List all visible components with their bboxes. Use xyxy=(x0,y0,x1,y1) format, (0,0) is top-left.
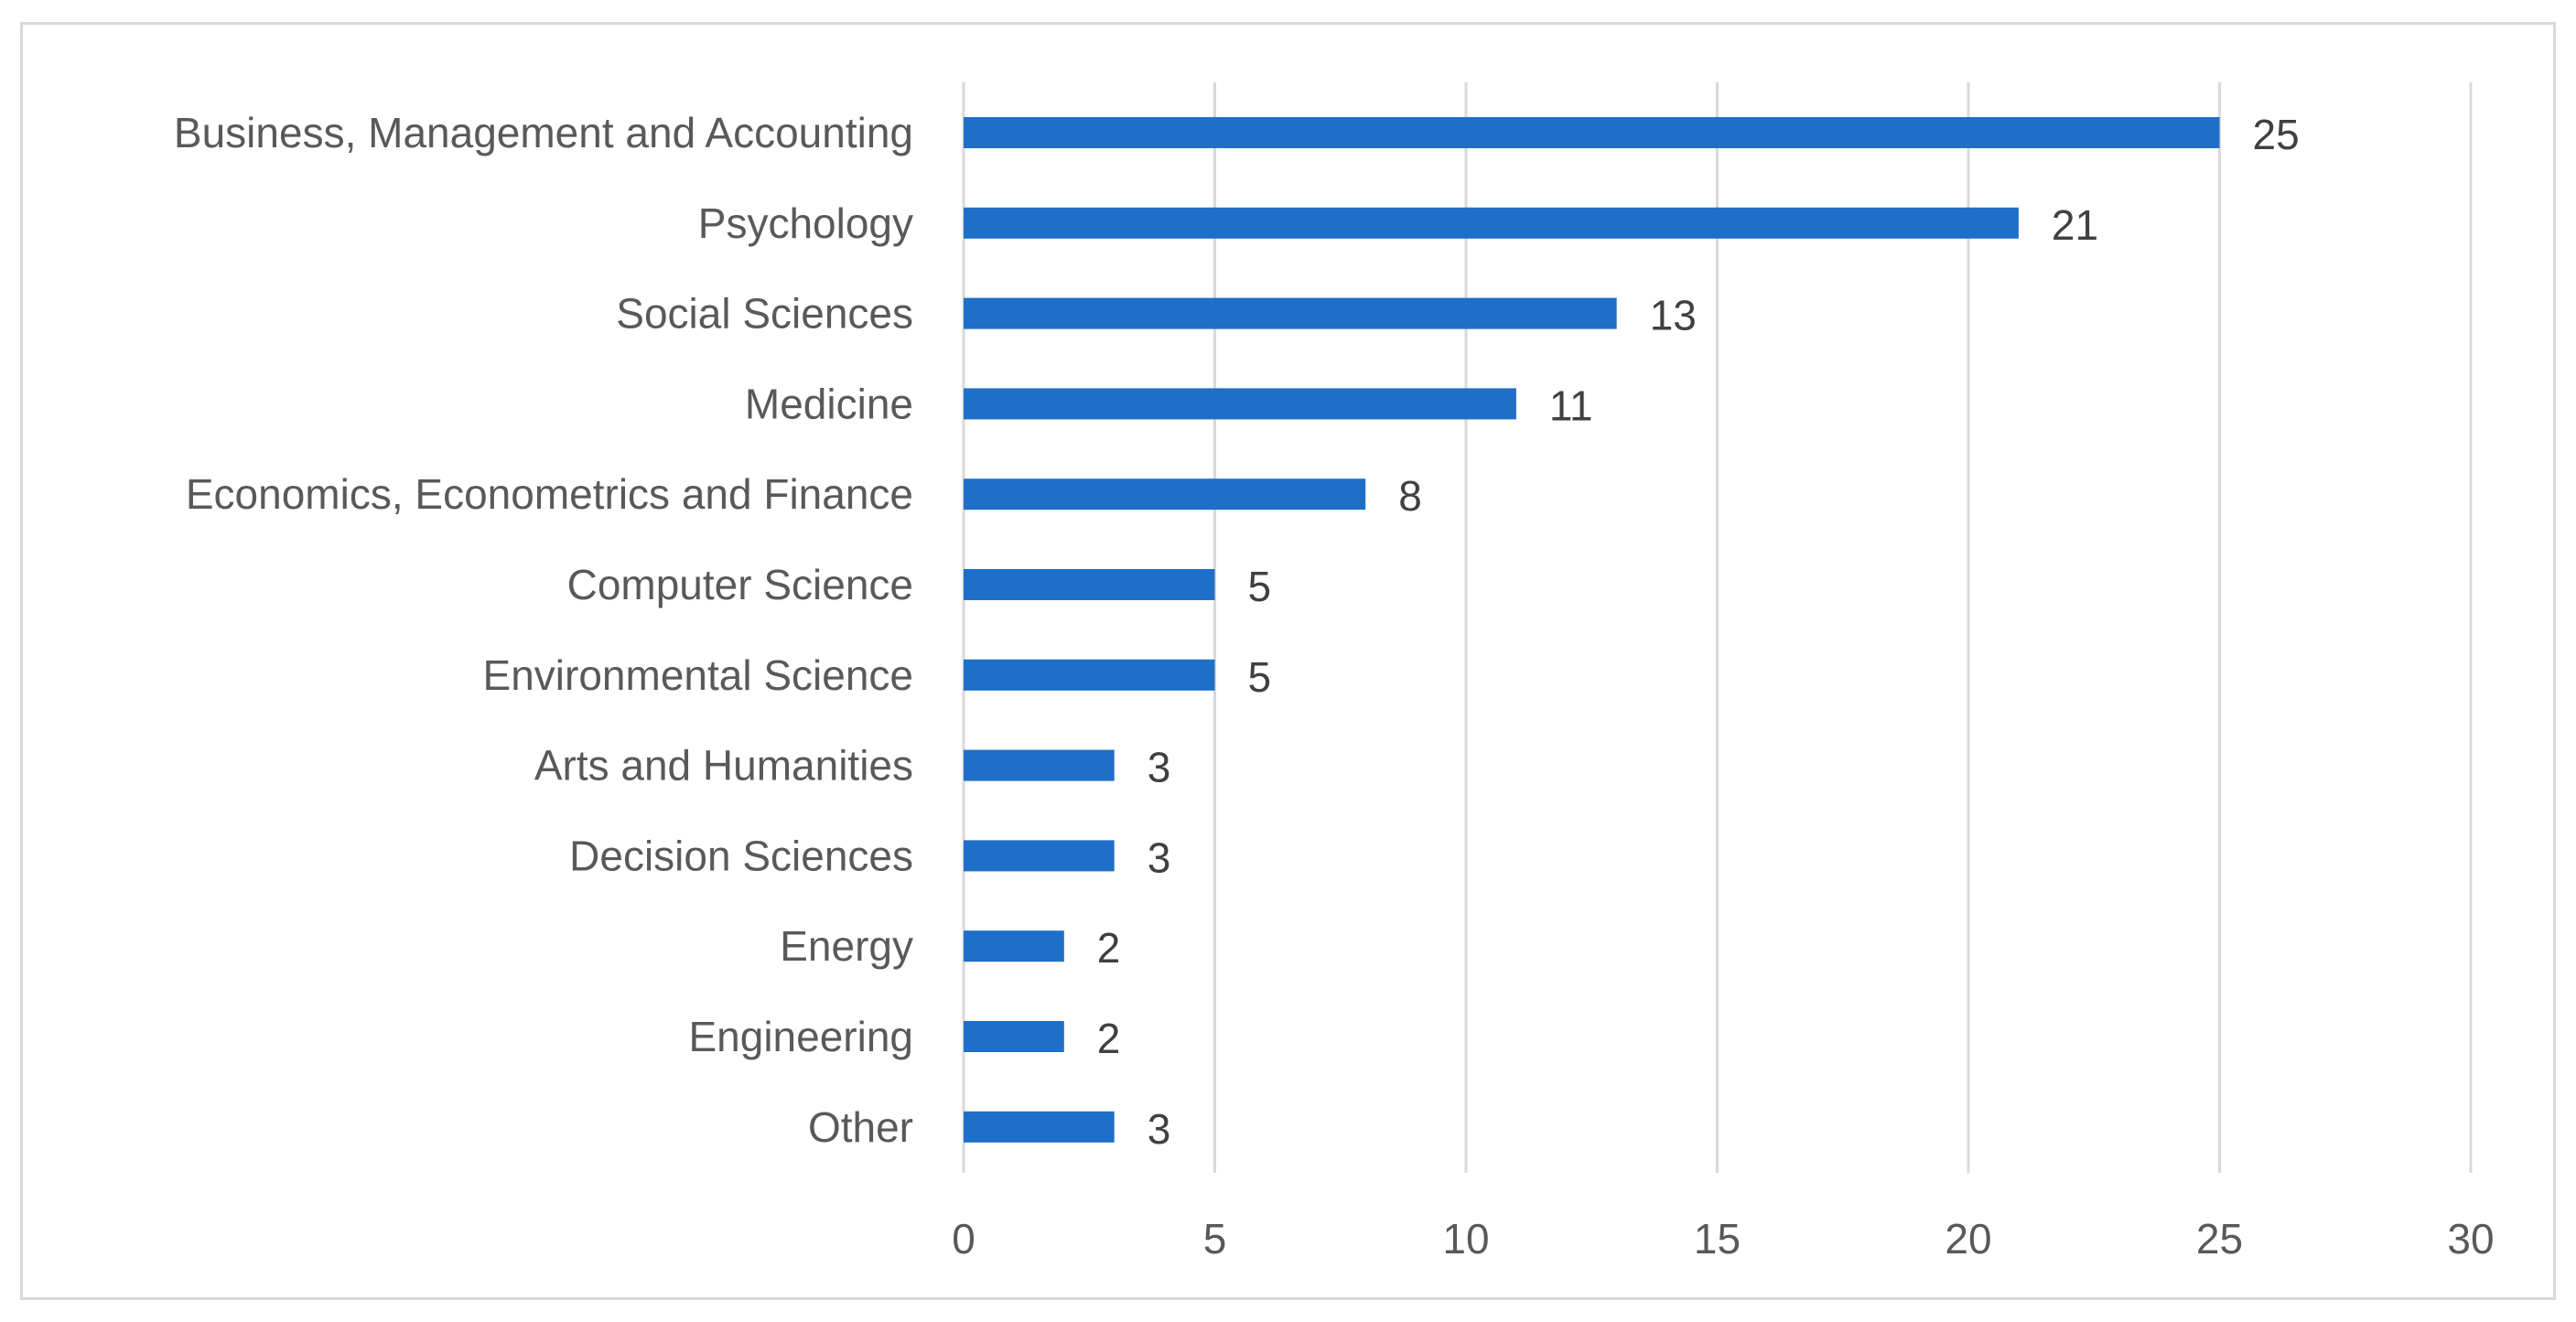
bar xyxy=(964,569,1215,600)
bar xyxy=(964,930,1064,962)
x-tick-label: 5 xyxy=(1203,1215,1227,1263)
bars xyxy=(964,117,2220,1143)
x-tick-label: 30 xyxy=(2447,1215,2494,1263)
category-label: Other xyxy=(808,1103,913,1151)
x-tick-label: 25 xyxy=(2196,1215,2243,1263)
bar-value-label: 2 xyxy=(1097,1015,1121,1062)
x-axis-tick-labels: 0 5 10 15 20 25 30 xyxy=(952,1215,2494,1263)
bar-value-label: 8 xyxy=(1398,472,1422,520)
bar xyxy=(964,1111,1115,1143)
bar xyxy=(964,478,1366,511)
bar xyxy=(964,117,2220,148)
gridlines xyxy=(962,82,2473,1173)
bar-value-label: 5 xyxy=(1248,653,1272,701)
category-label: Engineering xyxy=(688,1013,913,1060)
bar-value-label: 21 xyxy=(2052,201,2098,249)
category-labels: Business, Management and Accounting Psych… xyxy=(174,109,913,1151)
bar-value-label: 25 xyxy=(2253,111,2300,158)
category-label: Environmental Science xyxy=(483,651,913,699)
category-label: Business, Management and Accounting xyxy=(174,109,913,156)
category-label: Decision Sciences xyxy=(569,832,913,879)
bar xyxy=(964,749,1115,781)
category-label: Medicine xyxy=(745,380,913,427)
x-tick-label: 20 xyxy=(1945,1215,1991,1263)
bar-value-label: 2 xyxy=(1097,924,1121,972)
category-label: Arts and Humanities xyxy=(534,742,913,790)
x-tick-label: 10 xyxy=(1442,1215,1489,1263)
category-label: Psychology xyxy=(698,199,913,247)
bar xyxy=(964,297,1617,329)
bar xyxy=(964,207,2019,239)
bar-value-label: 11 xyxy=(1549,382,1593,429)
category-label: Computer Science xyxy=(567,561,913,608)
bar-value-label: 3 xyxy=(1148,833,1171,881)
category-label: Economics, Econometrics and Finance xyxy=(186,470,913,518)
bar xyxy=(964,1021,1064,1052)
category-label: Energy xyxy=(780,922,913,970)
bar-value-label: 5 xyxy=(1248,563,1272,610)
bar-value-label: 3 xyxy=(1148,1105,1171,1153)
category-label: Social Sciences xyxy=(616,290,913,338)
x-tick-label: 15 xyxy=(1694,1215,1741,1263)
bar xyxy=(964,659,1215,691)
bar-value-label: 3 xyxy=(1148,744,1171,791)
bar xyxy=(964,388,1516,420)
bar xyxy=(964,840,1115,872)
bar-value-label: 13 xyxy=(1650,292,1697,339)
x-tick-label: 0 xyxy=(952,1215,975,1263)
